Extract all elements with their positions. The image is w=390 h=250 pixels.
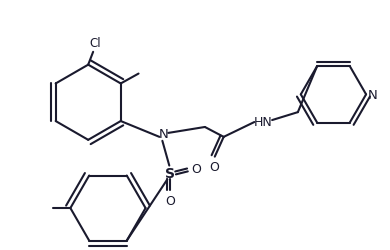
Text: O: O xyxy=(165,194,175,207)
Text: HN: HN xyxy=(254,115,273,128)
Text: O: O xyxy=(209,160,219,173)
Text: Cl: Cl xyxy=(89,37,101,50)
Text: N: N xyxy=(158,128,168,141)
Text: N: N xyxy=(368,88,378,102)
Text: O: O xyxy=(191,162,201,175)
Text: S: S xyxy=(165,167,175,181)
